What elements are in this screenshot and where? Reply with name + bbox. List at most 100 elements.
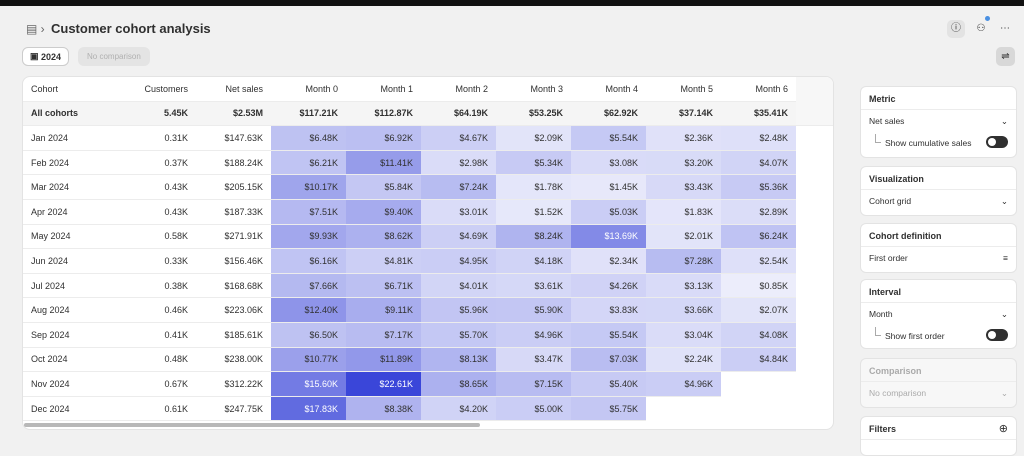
table-cell: Aug 2024 bbox=[23, 298, 119, 323]
table-cell: $6.50K bbox=[271, 323, 346, 348]
summary-cell: $35.41K bbox=[721, 101, 796, 127]
table-cell: $5.34K bbox=[496, 150, 571, 176]
table-cell: $4.95K bbox=[421, 249, 496, 274]
table-cell: $1.52K bbox=[496, 200, 571, 225]
section-title: Metric bbox=[869, 94, 896, 104]
comparison-button[interactable]: No comparison bbox=[78, 47, 150, 66]
divider bbox=[861, 439, 1016, 440]
table-cell: $2.07K bbox=[721, 298, 796, 323]
table-cell: $8.65K bbox=[421, 372, 496, 397]
table-cell: $247.75K bbox=[196, 396, 271, 422]
settings-button[interactable]: ⇌ bbox=[996, 47, 1015, 66]
table-cell: 0.33K bbox=[119, 249, 196, 274]
toggle-label: Show first order bbox=[885, 331, 945, 341]
table-cell: $7.03K bbox=[571, 347, 646, 373]
table-cell: $5.40K bbox=[571, 372, 646, 397]
table-cell: 0.46K bbox=[119, 298, 196, 323]
table-cell: Oct 2024 bbox=[23, 347, 119, 373]
panel-section: Visualization Cohort grid ⌄ bbox=[860, 166, 1017, 216]
select-arrow: ⌄ bbox=[1000, 196, 1008, 206]
table-cell: $3.43K bbox=[646, 175, 721, 200]
table-cell: $4.08K bbox=[721, 323, 796, 348]
table-cell: $11.41K bbox=[346, 150, 421, 176]
table-cell: Nov 2024 bbox=[23, 372, 119, 397]
table-cell: $0.85K bbox=[721, 273, 796, 299]
select-value: First order bbox=[869, 253, 908, 263]
table-cell: $8.62K bbox=[346, 224, 421, 250]
table-cell: $5.75K bbox=[571, 396, 646, 422]
add-filter[interactable]: ⊕ bbox=[998, 423, 1008, 435]
table-cell: 0.58K bbox=[119, 224, 196, 250]
divider bbox=[861, 109, 1016, 110]
column-header: Month 4 bbox=[571, 77, 646, 102]
table-cell: $3.47K bbox=[496, 347, 571, 373]
table-cell: $7.15K bbox=[496, 372, 571, 397]
summary-cell: $2.53M bbox=[196, 101, 271, 127]
select[interactable]: First order ≡ bbox=[861, 247, 1016, 269]
table-cell: $6.21K bbox=[271, 150, 346, 176]
table-cell: $6.92K bbox=[346, 126, 421, 151]
column-header: Month 5 bbox=[646, 77, 721, 102]
table-cell: $2.09K bbox=[496, 126, 571, 151]
table-cell: 0.41K bbox=[119, 323, 196, 348]
table-cell: $9.40K bbox=[346, 200, 421, 225]
table-cell: $238.00K bbox=[196, 347, 271, 373]
table-cell: $3.20K bbox=[646, 150, 721, 176]
summary-cell: $37.14K bbox=[646, 101, 721, 127]
table-cell: $5.00K bbox=[496, 396, 571, 422]
summary-cell: $53.25K bbox=[496, 101, 571, 127]
select-value: Net sales bbox=[869, 116, 905, 126]
table-cell: $22.61K bbox=[346, 372, 421, 397]
table-cell: $4.69K bbox=[421, 224, 496, 250]
table-cell: $8.38K bbox=[346, 396, 421, 422]
select-arrow: ≡ bbox=[1003, 253, 1008, 263]
table-cell: $2.98K bbox=[421, 150, 496, 176]
table-cell: $6.48K bbox=[271, 126, 346, 151]
select[interactable]: No comparison ⌄ bbox=[861, 382, 1016, 404]
table-cell: Jan 2024 bbox=[23, 126, 119, 151]
table-cell: Mar 2024 bbox=[23, 175, 119, 200]
table-cell: 0.31K bbox=[119, 126, 196, 151]
app: ▤ › Customer cohort analysis ▣ 2024 No c… bbox=[10, 6, 1018, 456]
table-cell: $5.96K bbox=[421, 298, 496, 323]
table-cell: $4.84K bbox=[721, 347, 796, 373]
table-cell: $2.54K bbox=[721, 249, 796, 274]
cohort-table: Cohort Customers Net sales Month 0 Month 1 Mo… bbox=[22, 76, 834, 430]
table-cell: $4.96K bbox=[646, 372, 721, 397]
table-cell: 0.38K bbox=[119, 273, 196, 299]
select-arrow: ⌄ bbox=[1000, 309, 1008, 319]
more-button[interactable]: ⋯ bbox=[1000, 23, 1010, 34]
column-header: Month 0 bbox=[271, 77, 346, 102]
table-cell: $5.84K bbox=[346, 175, 421, 200]
table-cell: $2.36K bbox=[646, 126, 721, 151]
table-cell: $9.93K bbox=[271, 224, 346, 250]
column-header: Month 3 bbox=[496, 77, 571, 102]
table-cell: $3.04K bbox=[646, 323, 721, 348]
page-title: Customer cohort analysis bbox=[51, 21, 211, 36]
indent-line bbox=[875, 327, 881, 336]
table-cell: $10.17K bbox=[271, 175, 346, 200]
divider bbox=[861, 302, 1016, 303]
table-cell: $8.13K bbox=[421, 347, 496, 373]
panel-section: Filters ⊕ bbox=[860, 416, 1017, 456]
table-cell: Jun 2024 bbox=[23, 249, 119, 274]
table-cell: Feb 2024 bbox=[23, 150, 119, 176]
table-cell: 0.48K bbox=[119, 347, 196, 373]
table-cell: $187.33K bbox=[196, 200, 271, 225]
section-title: Visualization bbox=[869, 174, 924, 184]
info-button[interactable]: ⓘ bbox=[947, 20, 965, 38]
select[interactable]: Cohort grid ⌄ bbox=[861, 190, 1016, 212]
table-cell: $5.03K bbox=[571, 200, 646, 225]
table-cell: $9.11K bbox=[346, 298, 421, 323]
date-button[interactable]: ▣ 2024 bbox=[22, 47, 70, 66]
table-cell: $15.60K bbox=[271, 372, 346, 397]
table-cell: $4.96K bbox=[496, 323, 571, 348]
table-cell: $2.24K bbox=[646, 347, 721, 373]
table-cell: $7.17K bbox=[346, 323, 421, 348]
select[interactable]: Month ⌄ bbox=[861, 303, 1016, 325]
select[interactable]: Net sales ⌄ bbox=[861, 110, 1016, 132]
table-cell: $6.71K bbox=[346, 273, 421, 299]
table-cell: 0.43K bbox=[119, 175, 196, 200]
share-button[interactable]: ⚇ bbox=[976, 23, 986, 34]
table-cell: $5.90K bbox=[496, 298, 571, 323]
